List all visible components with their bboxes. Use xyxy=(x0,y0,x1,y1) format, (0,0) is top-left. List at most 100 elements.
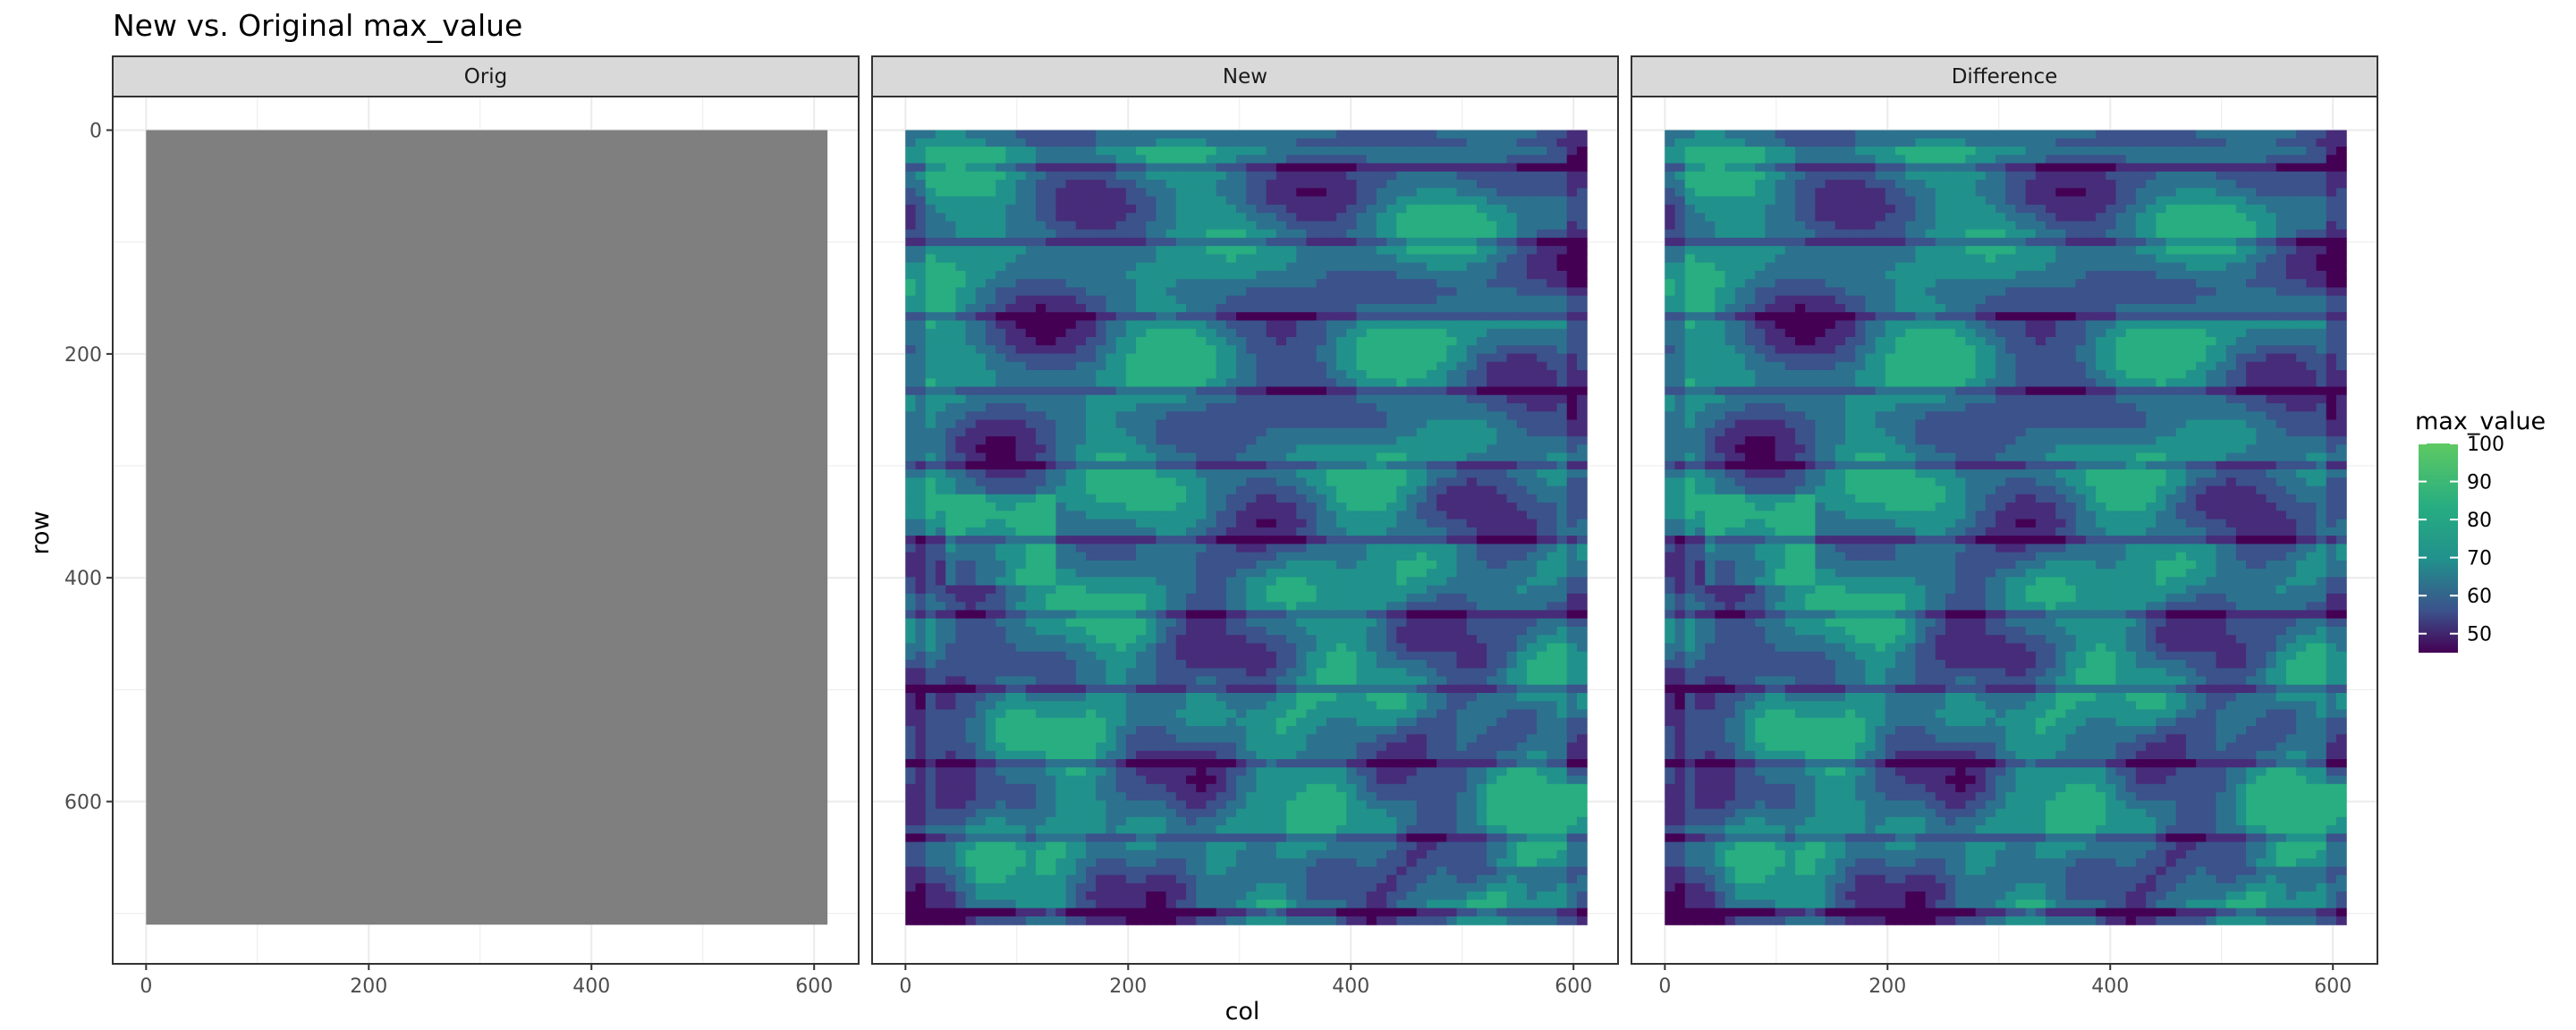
raster-cell xyxy=(1326,138,1337,148)
raster-cell xyxy=(1406,494,1418,503)
raster-cell xyxy=(915,701,927,711)
raster-cell xyxy=(1436,469,1447,478)
raster-cell xyxy=(1296,345,1308,355)
raster-cell xyxy=(1316,221,1327,231)
raster-cell xyxy=(1506,452,1518,462)
raster-cell xyxy=(1256,485,1267,495)
raster-cell xyxy=(1487,147,1497,156)
raster-cell xyxy=(1426,361,1437,371)
raster-cell xyxy=(1446,593,1458,603)
raster-cell xyxy=(975,444,987,454)
raster-cell xyxy=(1546,345,1558,355)
raster-cell xyxy=(1396,295,1408,305)
raster-cell xyxy=(925,544,936,553)
raster-cell xyxy=(915,717,927,727)
raster-cell xyxy=(1286,527,1297,536)
raster-cell xyxy=(1275,353,1287,363)
raster-cell xyxy=(1005,336,1017,346)
raster-cell xyxy=(1206,237,1217,247)
raster-cell xyxy=(1526,378,1538,388)
raster-cell xyxy=(1136,536,1147,545)
raster-cell xyxy=(1496,569,1508,578)
raster-cell xyxy=(1356,336,1368,346)
raster-cell xyxy=(1096,419,1106,429)
raster-cell xyxy=(965,502,977,511)
raster-cell xyxy=(1156,726,1167,735)
raster-cell xyxy=(1236,312,1247,322)
raster-cell xyxy=(1346,204,1358,214)
raster-cell xyxy=(1537,427,1547,437)
raster-cell xyxy=(1125,602,1137,612)
raster-cell xyxy=(1356,502,1368,511)
raster-cell xyxy=(1566,369,1578,379)
raster-cell xyxy=(1426,610,1437,620)
raster-cell xyxy=(1165,610,1177,620)
raster-cell xyxy=(1225,676,1237,686)
raster-cell xyxy=(1346,469,1358,478)
raster-cell xyxy=(1537,361,1547,371)
raster-cell xyxy=(1115,180,1127,189)
raster-cell xyxy=(1165,270,1177,280)
raster-cell xyxy=(1296,213,1308,222)
raster-cell xyxy=(1266,171,1277,181)
raster-cell xyxy=(1487,494,1497,503)
raster-cell xyxy=(1275,494,1287,503)
raster-cell xyxy=(1206,188,1217,198)
raster-cell xyxy=(1165,602,1177,612)
raster-cell xyxy=(1406,262,1418,272)
raster-cell xyxy=(1106,477,1117,487)
raster-cell xyxy=(975,452,987,462)
raster-cell xyxy=(1055,643,1067,653)
raster-cell xyxy=(1246,188,1258,198)
raster-cell xyxy=(945,312,956,322)
raster-cell xyxy=(925,155,936,165)
raster-cell xyxy=(1035,593,1046,603)
raster-cell xyxy=(1296,477,1308,487)
raster-cell xyxy=(1436,676,1447,686)
raster-cell xyxy=(1035,477,1046,487)
raster-cell xyxy=(1376,180,1387,189)
raster-cell xyxy=(1075,345,1087,355)
raster-cell xyxy=(1206,643,1217,653)
raster-cell xyxy=(1546,320,1558,330)
raster-cell xyxy=(1075,544,1087,553)
raster-cell xyxy=(1296,585,1308,595)
raster-cell xyxy=(1156,684,1167,694)
raster-cell xyxy=(1206,378,1217,388)
raster-cell xyxy=(1055,569,1067,578)
raster-cell xyxy=(985,544,996,553)
raster-cell xyxy=(1476,602,1487,612)
raster-cell xyxy=(996,676,1006,686)
raster-cell xyxy=(1356,527,1368,536)
raster-cell xyxy=(1436,502,1447,511)
raster-cell xyxy=(1065,155,1077,165)
raster-cell xyxy=(905,577,917,587)
raster-cell xyxy=(1436,536,1447,545)
raster-cell xyxy=(985,635,996,645)
raster-cell xyxy=(1466,155,1478,165)
raster-cell xyxy=(1125,511,1137,520)
raster-cell xyxy=(1106,279,1117,289)
raster-cell xyxy=(1146,726,1157,735)
raster-cell xyxy=(1466,485,1478,495)
raster-cell xyxy=(985,552,996,561)
raster-cell xyxy=(1216,411,1227,421)
raster-cell xyxy=(1296,610,1308,620)
raster-cell xyxy=(905,460,917,470)
raster-cell xyxy=(1015,527,1027,536)
raster-cell xyxy=(1426,593,1437,603)
raster-cell xyxy=(1146,254,1157,264)
raster-cell xyxy=(965,527,977,536)
raster-cell xyxy=(905,452,917,462)
raster-cell xyxy=(1115,336,1127,346)
raster-cell xyxy=(1225,295,1237,305)
raster-cell xyxy=(1476,270,1487,280)
raster-cell xyxy=(1266,312,1277,322)
raster-cell xyxy=(1487,569,1497,578)
raster-cell xyxy=(1186,659,1197,669)
raster-cell xyxy=(1046,585,1056,595)
raster-cell xyxy=(955,295,967,305)
raster-cell xyxy=(955,403,967,412)
raster-cell xyxy=(1136,279,1147,289)
raster-cell xyxy=(1496,295,1508,305)
